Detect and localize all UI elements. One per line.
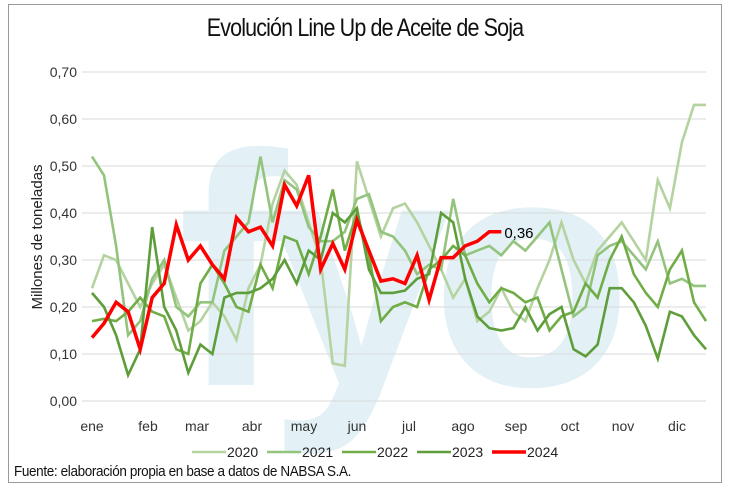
y-tick-label: 0,70 xyxy=(50,64,77,80)
series-lines xyxy=(90,103,708,379)
y-tick-label: 0,00 xyxy=(50,393,77,409)
x-tick-label: mar xyxy=(185,418,209,434)
chart-title: Evolución Line Up de Aceite de Soja xyxy=(206,14,524,42)
y-tick-label: 0,10 xyxy=(50,346,77,362)
x-tick-label: oct xyxy=(561,418,580,434)
legend-label-2023: 2023 xyxy=(452,444,483,460)
source-note: Fuente: elaboración propia en base a dat… xyxy=(14,463,352,480)
x-tick-label: nov xyxy=(612,418,635,434)
series-line-2024 xyxy=(90,174,502,356)
x-tick-label: dic xyxy=(668,418,686,434)
x-axis: ene feb mar abr may jun jul ago sep oct nov dic xyxy=(80,418,686,434)
y-tick-label: 0,60 xyxy=(50,111,77,127)
y-axis-ticks: 0,00 0,10 0,20 0,30 0,40 0,50 0,60 0,70 xyxy=(50,64,77,409)
legend-label-2021: 2021 xyxy=(302,444,333,460)
x-tick-label: sep xyxy=(505,418,528,434)
annotations: 0,36 xyxy=(504,225,533,242)
y-tick-label: 0,50 xyxy=(50,158,77,174)
x-tick-label: may xyxy=(291,418,317,434)
legend-label-2022: 2022 xyxy=(377,444,408,460)
series-line-2021 xyxy=(90,155,706,339)
x-tick-label: jul xyxy=(401,418,416,434)
x-tick-label: abr xyxy=(242,418,263,434)
legend-label-2020: 2020 xyxy=(227,444,258,460)
y-tick-label: 0,40 xyxy=(50,205,77,221)
x-tick-label: feb xyxy=(138,418,158,434)
x-tick-label: ago xyxy=(451,418,475,434)
x-tick-label: ene xyxy=(80,418,104,434)
y-tick-label: 0,20 xyxy=(50,299,77,315)
legend-label-2024: 2024 xyxy=(527,444,558,460)
x-tick-label: jun xyxy=(347,418,367,434)
series-line-2022 xyxy=(91,189,708,356)
y-axis-label: Millones de toneladas xyxy=(29,164,46,309)
data-label: 0,36 xyxy=(504,225,533,242)
series-line-2023 xyxy=(91,205,707,379)
legend: 2020 2021 2022 2023 2024 xyxy=(192,444,558,460)
watermark-logo: fyo xyxy=(178,86,642,457)
watermark-text: fyo xyxy=(178,86,622,457)
y-tick-label: 0,30 xyxy=(50,252,77,268)
